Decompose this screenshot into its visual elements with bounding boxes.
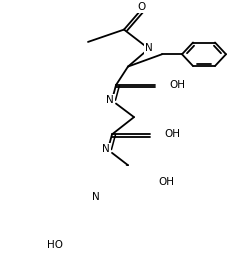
Text: OH: OH (169, 80, 185, 90)
Text: O: O (138, 2, 146, 12)
Text: N: N (145, 43, 153, 53)
Text: HO: HO (47, 240, 63, 250)
Text: N: N (102, 144, 110, 154)
Text: N: N (92, 192, 100, 202)
Text: OH: OH (164, 129, 180, 139)
Text: N: N (106, 95, 114, 105)
Text: OH: OH (158, 177, 174, 187)
